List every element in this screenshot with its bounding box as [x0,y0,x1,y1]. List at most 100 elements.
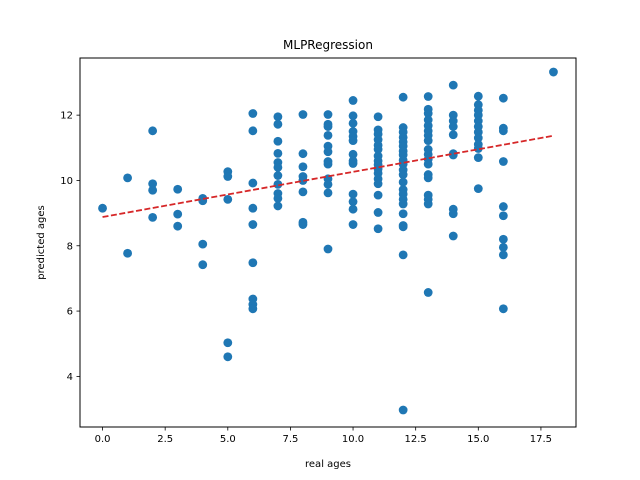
data-point [298,187,308,197]
data-point [248,258,258,268]
data-point [549,67,558,77]
data-point [448,209,458,219]
data-point [298,110,308,119]
data-point [198,239,208,249]
data-point [498,211,508,221]
data-point [373,179,383,189]
x-tick-label: 10.0 [342,434,364,445]
data-point [423,199,433,209]
data-point [273,148,283,158]
data-point [323,244,333,254]
y-tick-label: 6 [67,307,73,318]
data-point [273,136,283,146]
y-tick-label: 8 [67,241,73,252]
data-point [348,204,358,214]
data-point [323,122,333,131]
data-point [98,203,107,213]
data-point [423,173,433,183]
data-point [498,126,508,136]
data-point [248,109,258,118]
data-point [298,176,308,185]
x-tick-label: 17.5 [530,434,552,445]
x-axis-label: real ages [305,459,351,470]
x-axis: 0.0 2.5 5.0 7.5 10.0 12.5 15.0 17.5 [95,427,552,445]
data-point [223,194,233,204]
y-axis-label: predicted ages [36,205,47,279]
data-point [423,109,433,118]
data-point [473,133,483,143]
data-point [473,91,483,101]
data-point [423,288,433,297]
y-tick-label: 10 [60,176,73,187]
data-point [398,92,408,102]
data-point [348,159,358,168]
data-point [323,110,333,119]
data-point [423,136,433,146]
x-tick-label: 5.0 [220,434,236,445]
data-point [123,248,132,258]
data-point [323,147,333,157]
data-point [398,250,408,260]
data-point [323,188,333,198]
data-point [273,112,283,122]
data-point [223,338,233,348]
plot-area [98,67,558,415]
data-point [398,405,408,415]
data-point [148,179,158,189]
x-tick-label: 15.0 [467,434,489,445]
data-point [473,153,483,162]
data-point [373,224,383,234]
data-point [148,212,158,222]
chart-title: MLPRegression [283,38,373,52]
data-point [173,221,183,231]
data-point [373,112,383,122]
data-point [348,96,358,105]
x-tick-label: 2.5 [157,434,173,445]
data-point [498,242,508,252]
data-point [473,144,483,153]
data-point [423,92,433,101]
data-point [248,203,258,213]
data-point [248,304,258,314]
data-point [373,208,383,217]
data-point [498,93,508,103]
data-point [323,159,333,169]
data-point [348,136,358,146]
data-point [173,184,183,194]
data-point [498,157,508,166]
data-point [398,209,408,219]
data-point [273,119,283,129]
data-point [448,80,458,90]
data-point [173,209,183,219]
data-point [348,189,358,199]
data-point [373,190,383,200]
data-point [498,234,508,244]
data-point [348,149,358,159]
data-point [398,177,408,187]
data-point [348,118,358,128]
y-tick-label: 4 [67,372,73,383]
data-point [248,178,258,188]
x-tick-label: 12.5 [405,434,427,445]
data-point [448,231,458,241]
y-tick-label: 12 [60,111,73,122]
data-point [498,202,508,211]
data-point [448,130,458,140]
y-axis: 4 6 8 10 12 [60,111,80,383]
data-point [398,199,408,209]
data-point [498,304,508,314]
data-point [248,126,258,136]
data-point [323,179,333,189]
data-point [223,352,233,362]
data-point [148,126,158,136]
data-point [273,171,283,180]
data-point [123,173,132,183]
data-point [273,194,283,203]
x-tick-label: 7.5 [282,434,298,445]
data-point [448,122,458,131]
data-point [348,111,358,121]
data-point [323,130,333,140]
data-point [223,172,233,181]
data-point [398,170,408,179]
